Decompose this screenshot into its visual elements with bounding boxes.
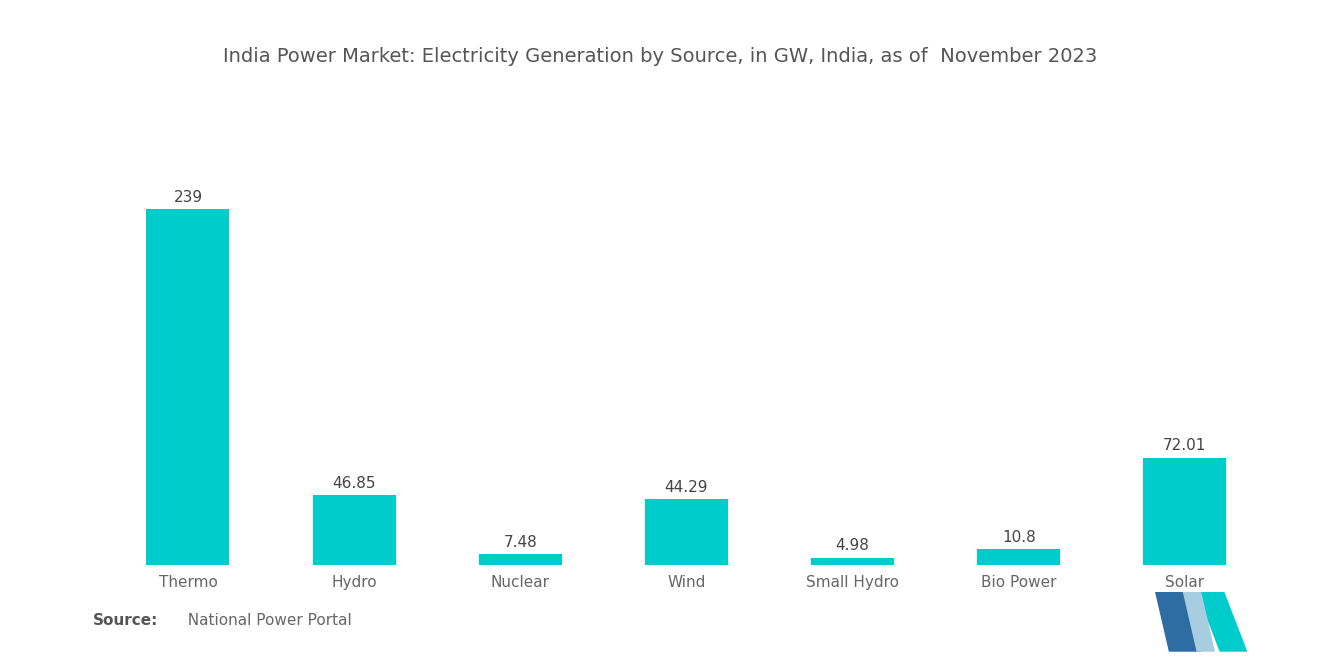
Bar — [147, 209, 230, 565]
Bar — [313, 495, 396, 565]
Text: National Power Portal: National Power Portal — [178, 613, 352, 628]
Text: 44.29: 44.29 — [665, 479, 708, 495]
Polygon shape — [1183, 592, 1214, 652]
Text: 72.01: 72.01 — [1163, 438, 1206, 454]
Text: 46.85: 46.85 — [333, 476, 376, 491]
Text: 7.48: 7.48 — [503, 535, 537, 550]
Polygon shape — [1196, 592, 1247, 652]
Bar — [1143, 458, 1226, 565]
Text: 239: 239 — [173, 190, 202, 205]
Bar — [810, 558, 894, 565]
Bar — [479, 554, 562, 565]
Text: India Power Market: Electricity Generation by Source, in GW, India, as of  Novem: India Power Market: Electricity Generati… — [223, 47, 1097, 66]
Text: 10.8: 10.8 — [1002, 530, 1036, 545]
Bar — [977, 549, 1060, 565]
Text: Source:: Source: — [92, 613, 158, 628]
Text: 4.98: 4.98 — [836, 539, 870, 553]
Polygon shape — [1155, 592, 1201, 652]
Bar — [645, 499, 727, 565]
